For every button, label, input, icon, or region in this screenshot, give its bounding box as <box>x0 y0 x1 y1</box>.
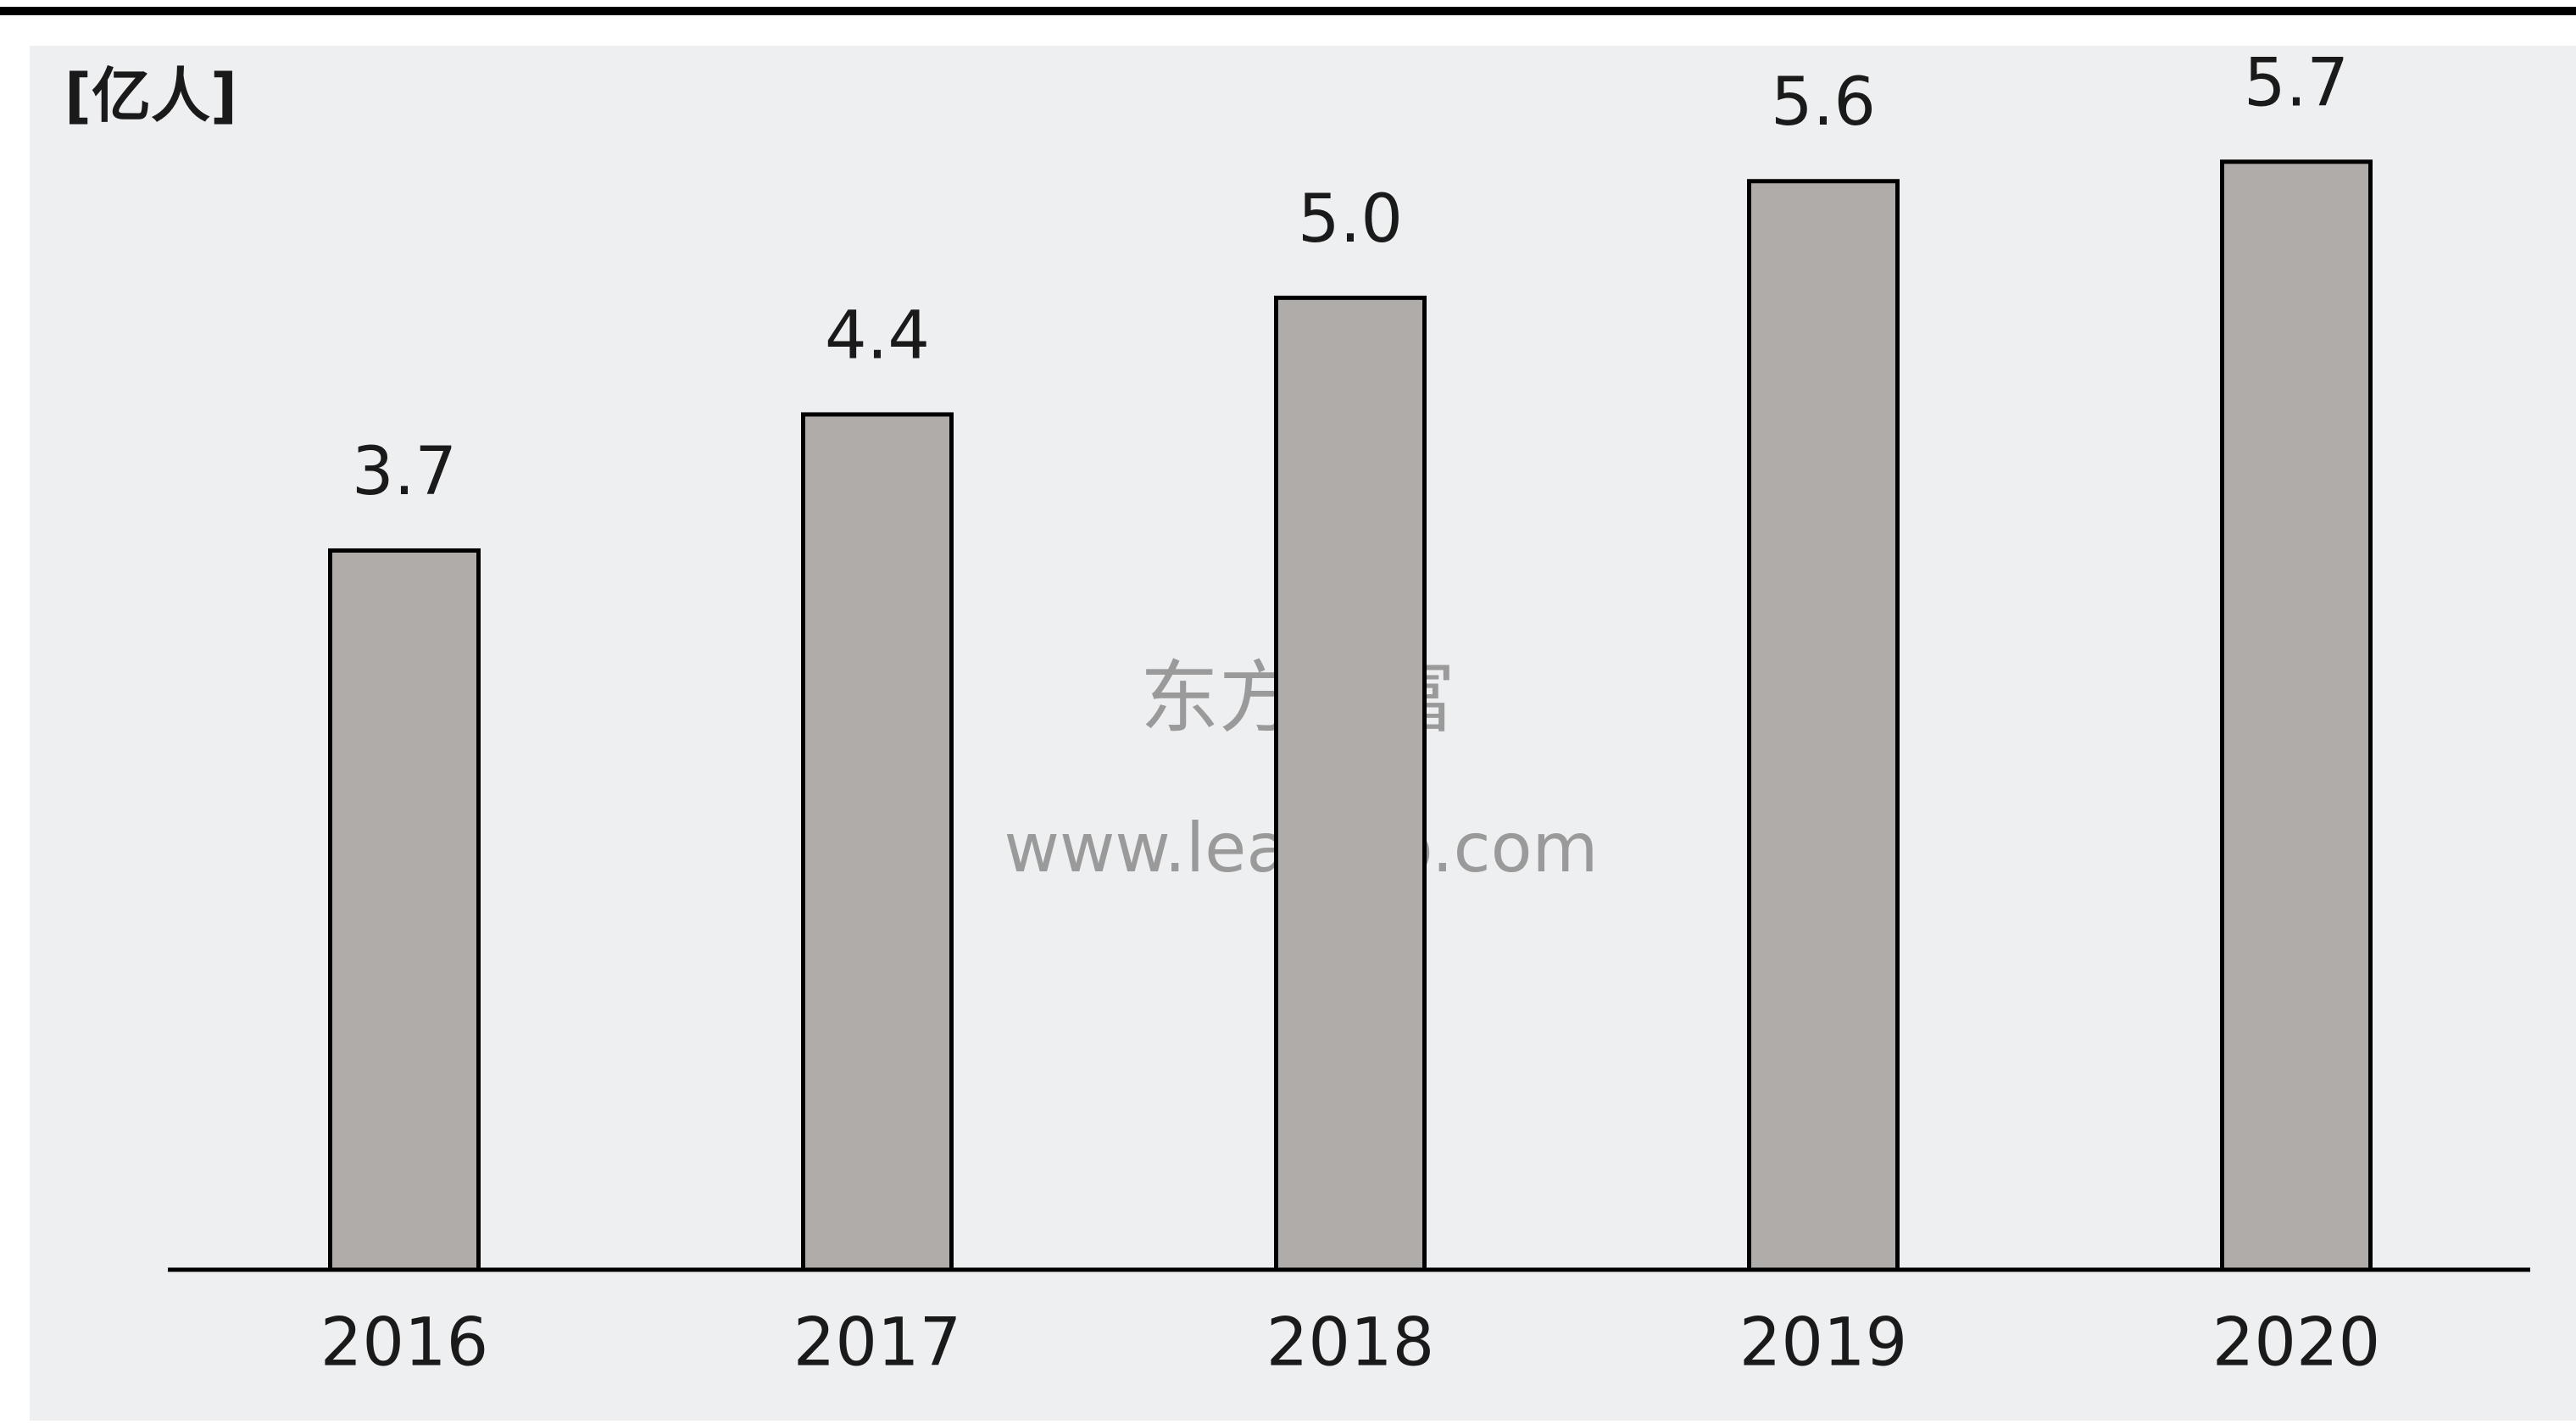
x-tick-label: 2017 <box>793 1304 962 1381</box>
value-label: 4.4 <box>825 298 930 374</box>
x-tick-label: 2016 <box>320 1304 489 1381</box>
x-tick-label: 2020 <box>2212 1304 2381 1381</box>
unit-label: [亿人] <box>64 61 237 131</box>
value-label: 5.0 <box>1298 181 1403 258</box>
value-label: 5.7 <box>2244 45 2349 121</box>
x-tick-label: 2018 <box>1266 1304 1435 1381</box>
bar <box>1274 295 1427 1272</box>
bar <box>2220 159 2373 1272</box>
value-label: 5.6 <box>1771 64 1876 141</box>
bar <box>328 548 481 1272</box>
bar <box>801 412 954 1272</box>
x-tick-label: 2019 <box>1739 1304 1908 1381</box>
value-label: 3.7 <box>352 434 457 510</box>
bar <box>1747 179 1900 1272</box>
top-rule <box>0 7 2576 15</box>
